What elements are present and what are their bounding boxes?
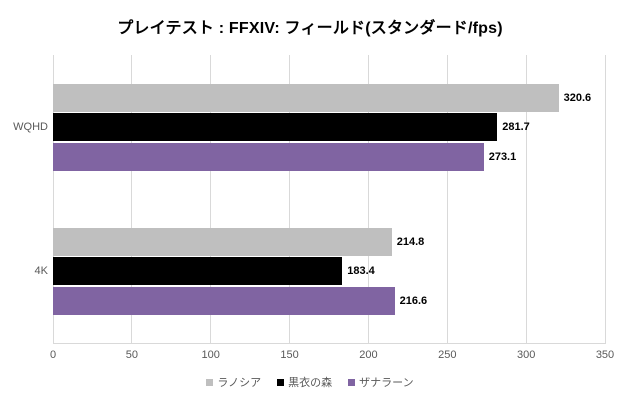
legend-label: ザナラーン bbox=[359, 377, 414, 389]
value-label-ザナラーン-WQHD: 273.1 bbox=[488, 150, 517, 163]
bar-ザナラーン-WQHD bbox=[53, 142, 484, 171]
legend-item-ザナラーン: ザナラーン bbox=[348, 374, 414, 390]
x-tick-label: 200 bbox=[359, 349, 378, 361]
x-tick-label: 250 bbox=[438, 349, 457, 361]
category-label-WQHD: WQHD bbox=[13, 121, 48, 133]
legend-item-黒衣の森: 黒衣の森 bbox=[277, 374, 332, 390]
legend-marker-icon bbox=[348, 378, 356, 386]
legend-label: ラノシア bbox=[217, 377, 262, 389]
x-tick-label: 50 bbox=[125, 349, 138, 361]
bar-黒衣の森-WQHD bbox=[53, 113, 498, 141]
gridline bbox=[446, 55, 448, 343]
bar-ラノシア-4K bbox=[53, 227, 392, 256]
bar-黒衣の森-4K bbox=[53, 257, 343, 285]
value-label-ラノシア-WQHD: 320.6 bbox=[563, 91, 592, 104]
legend-item-ラノシア: ラノシア bbox=[206, 374, 261, 390]
legend-label: 黒衣の森 bbox=[288, 377, 333, 389]
gridline bbox=[604, 55, 606, 343]
legend-marker-icon bbox=[206, 378, 214, 386]
x-axis-line bbox=[53, 343, 606, 344]
value-label-黒衣の森-4K: 183.4 bbox=[347, 265, 375, 277]
gridline bbox=[525, 55, 527, 343]
legend-marker-icon bbox=[277, 378, 285, 386]
x-tick-label: 100 bbox=[201, 349, 220, 361]
value-label-ラノシア-4K: 214.8 bbox=[396, 235, 425, 248]
chart-title: プレイテスト : FFXIV: フィールド(スタンダード/fps) bbox=[117, 20, 503, 37]
bar-ラノシア-WQHD bbox=[53, 83, 559, 112]
x-tick-label: 350 bbox=[595, 349, 615, 361]
gridline bbox=[131, 55, 133, 343]
gridline bbox=[210, 55, 212, 343]
x-tick-label: 150 bbox=[280, 349, 299, 361]
x-tick-label: 300 bbox=[516, 349, 536, 361]
legend: ラノシア 黒衣の森 ザナラーン bbox=[0, 374, 620, 390]
bar-ザナラーン-4K bbox=[53, 286, 395, 315]
value-label-ザナラーン-4K: 216.6 bbox=[399, 294, 428, 307]
gridline bbox=[367, 55, 369, 343]
value-label-黒衣の森-WQHD: 281.7 bbox=[502, 121, 530, 133]
plot-area: 320.6 281.7 273.1 214.8 183.4 216.6 bbox=[52, 55, 606, 344]
gridline bbox=[52, 55, 54, 343]
x-tick-label: 0 bbox=[49, 349, 57, 361]
gridline bbox=[289, 55, 291, 343]
category-label-4K: 4K bbox=[34, 265, 48, 277]
